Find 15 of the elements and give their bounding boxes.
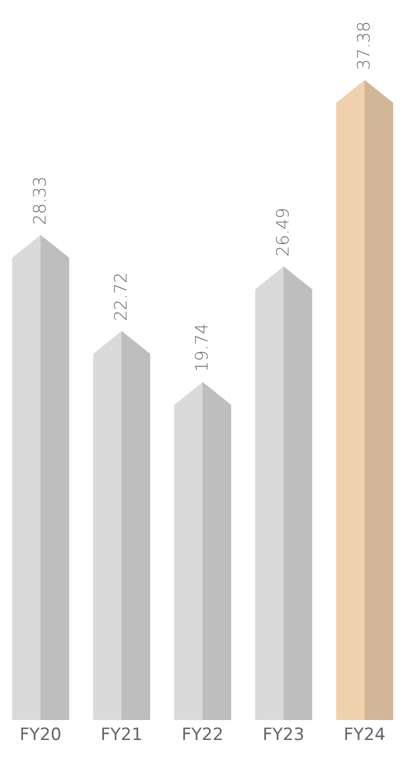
x-tick-label: FY22 (182, 725, 224, 746)
x-tick-label: FY23 (262, 725, 304, 746)
data-label: 28.33 (30, 176, 51, 225)
bar (93, 331, 150, 720)
bar (255, 266, 312, 720)
x-tick-label: FY21 (100, 725, 142, 746)
data-label: 22.72 (112, 272, 132, 321)
data-label: 37.38 (354, 21, 375, 70)
bar (12, 234, 70, 720)
bar (336, 80, 394, 720)
x-tick-label: FY20 (20, 725, 62, 746)
bar (174, 382, 232, 720)
x-tick-label: FY24 (344, 725, 386, 746)
data-label: 26.49 (274, 208, 294, 256)
data-label: 19.74 (192, 323, 213, 372)
